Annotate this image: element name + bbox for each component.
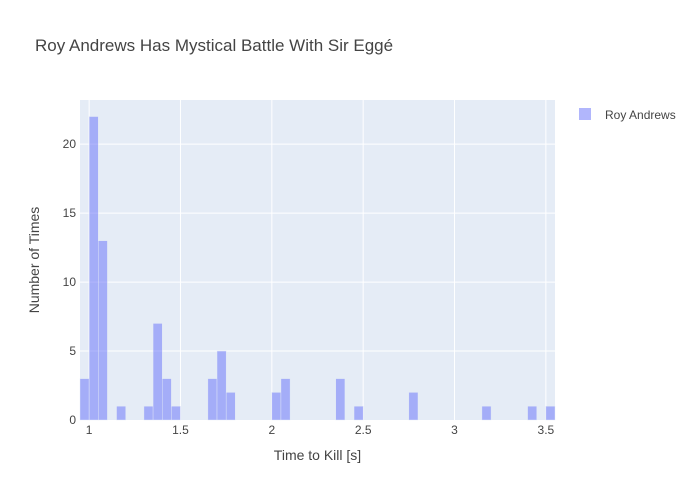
x-tick-labels: 1 1.5 2 2.5 3 3.5 [86,423,555,437]
histogram-bar[interactable] [216,350,227,421]
chart-title: Roy Andrews Has Mystical Battle With Sir… [35,36,393,55]
y-tick-labels: 0 5 10 15 20 [63,137,77,427]
histogram-bar[interactable] [79,378,90,421]
y-gridlines [80,143,555,352]
histogram-bar[interactable] [143,406,154,421]
histogram-bar[interactable] [171,406,181,421]
x-tick-label: 2.5 [355,423,372,437]
y-tick-label: 0 [69,413,76,427]
histogram-bar[interactable] [207,378,218,421]
x-axis-title: Time to Kill [s] [274,447,361,463]
histogram-bars [79,116,556,421]
x-tick-label: 3.5 [538,423,555,437]
histogram-bar[interactable] [481,406,492,421]
histogram-bar[interactable] [88,116,99,421]
histogram-bar[interactable] [545,406,556,421]
x-tick-label: 1.5 [172,423,189,437]
histogram-bar[interactable] [152,323,163,421]
histogram-bar[interactable] [225,392,236,421]
y-axis-title: Number of Times [26,207,42,314]
histogram-bar[interactable] [335,378,346,421]
legend-swatch [579,108,591,120]
histogram-bar[interactable] [353,406,364,421]
y-tick-label: 10 [63,275,77,289]
histogram-bar[interactable] [271,392,282,421]
y-tick-label: 5 [69,344,76,358]
x-tick-label: 1 [86,423,93,437]
y-tick-label: 15 [63,206,77,220]
legend[interactable]: Roy Andrews [579,108,676,122]
plot-area [80,100,555,420]
histogram-bar[interactable] [162,378,172,421]
x-tick-label: 3 [451,423,458,437]
x-tick-label: 2 [268,423,275,437]
histogram-bar[interactable] [116,406,126,421]
histogram-bar[interactable] [408,392,419,421]
histogram-bar[interactable] [98,240,108,421]
histogram-bar[interactable] [280,378,291,421]
y-tick-label: 20 [63,137,77,151]
histogram-bar[interactable] [527,406,537,421]
legend-label: Roy Andrews [605,108,676,122]
